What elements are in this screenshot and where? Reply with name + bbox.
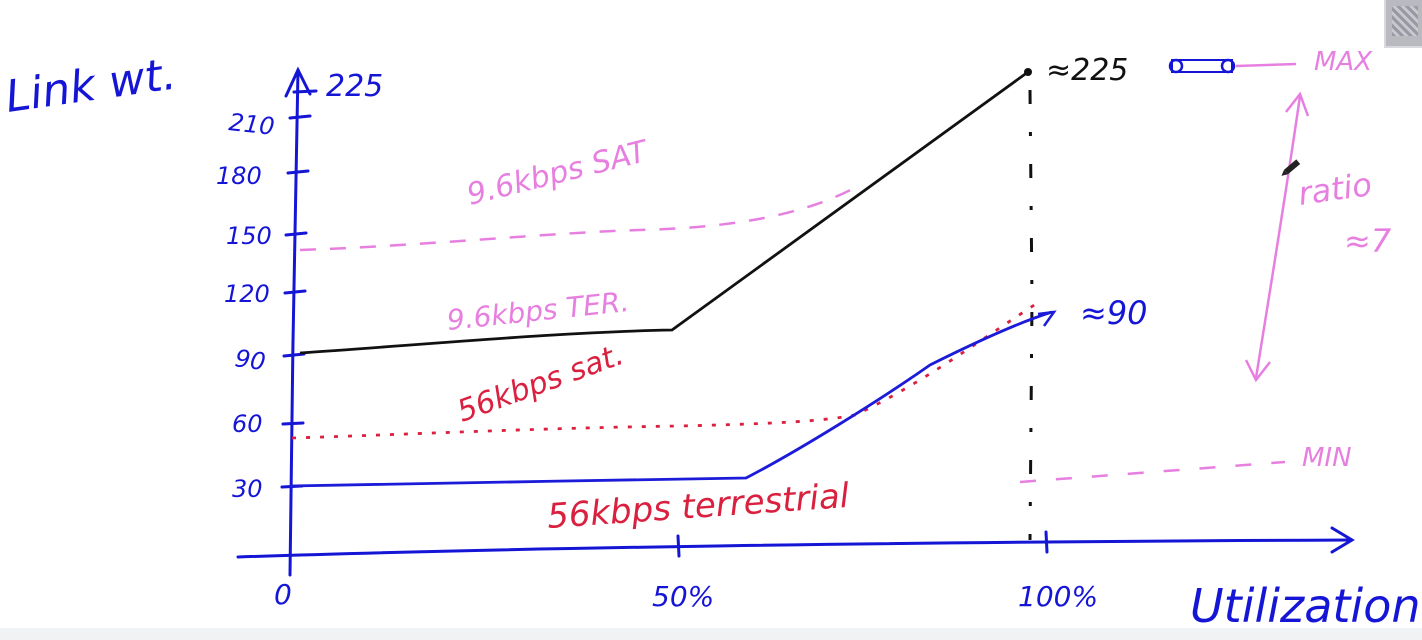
pencil-cursor-icon [1281,159,1301,176]
ratio-value: ≈7 [1344,222,1392,260]
series-label-56kbps-terrestrial: 56kbps terrestrial [546,476,851,537]
x-axis-title: Utilization [1190,579,1421,633]
min-label: MIN [1302,443,1352,473]
y-tick-label: 210 [227,108,275,141]
approx-225-label: ≈225 [1046,53,1128,88]
y-top-label: 225 [326,69,383,104]
vertical-guide-100pct [1028,89,1034,541]
y-tick-label: 120 [224,280,270,308]
webcam-thumbnail [1384,0,1422,48]
x-axis-arrow [1330,526,1355,554]
axes [236,66,1355,577]
y-axis [288,68,300,577]
end-arrow-90 [1037,310,1057,327]
series-9-6kbps-ter-line [299,70,1029,355]
series-56kbps-terrestrial-line [289,310,1053,488]
y-tick-label: 30 [232,475,263,503]
y-tick-label: 60 [232,410,263,438]
series-label-9-6kbps-sat: 9.6kbps SAT [463,134,653,213]
series-label-9-6kbps-ter: 9.6kbps TER. [445,285,630,337]
point-225 [1024,68,1032,76]
y-tick-label: 180 [216,162,262,190]
ratio-arrow [1244,91,1310,383]
y-tick-label: 150 [226,222,272,250]
max-marker [1168,58,1297,74]
x-tick-label: 100% [1018,580,1098,613]
bottom-bar [0,628,1422,640]
y-tick-label: 90 [233,344,267,376]
x-tick-label: 0 [274,578,292,611]
approx-90-label: ≈90 [1080,294,1148,332]
max-label: MAX [1314,47,1373,77]
series-9-6kbps-sat-line [299,184,859,252]
x-tick-label: 50% [652,580,714,613]
y-axis-title: Link wt. [2,49,179,123]
x-axis [236,538,1352,559]
min-dashes [1019,460,1286,484]
series-label-56kbps-sat: 56kbps sat. [453,337,629,429]
ratio-label: ratio [1296,165,1374,213]
series-56kbps-sat-line [291,298,1043,440]
y-axis-arrow [284,66,312,98]
